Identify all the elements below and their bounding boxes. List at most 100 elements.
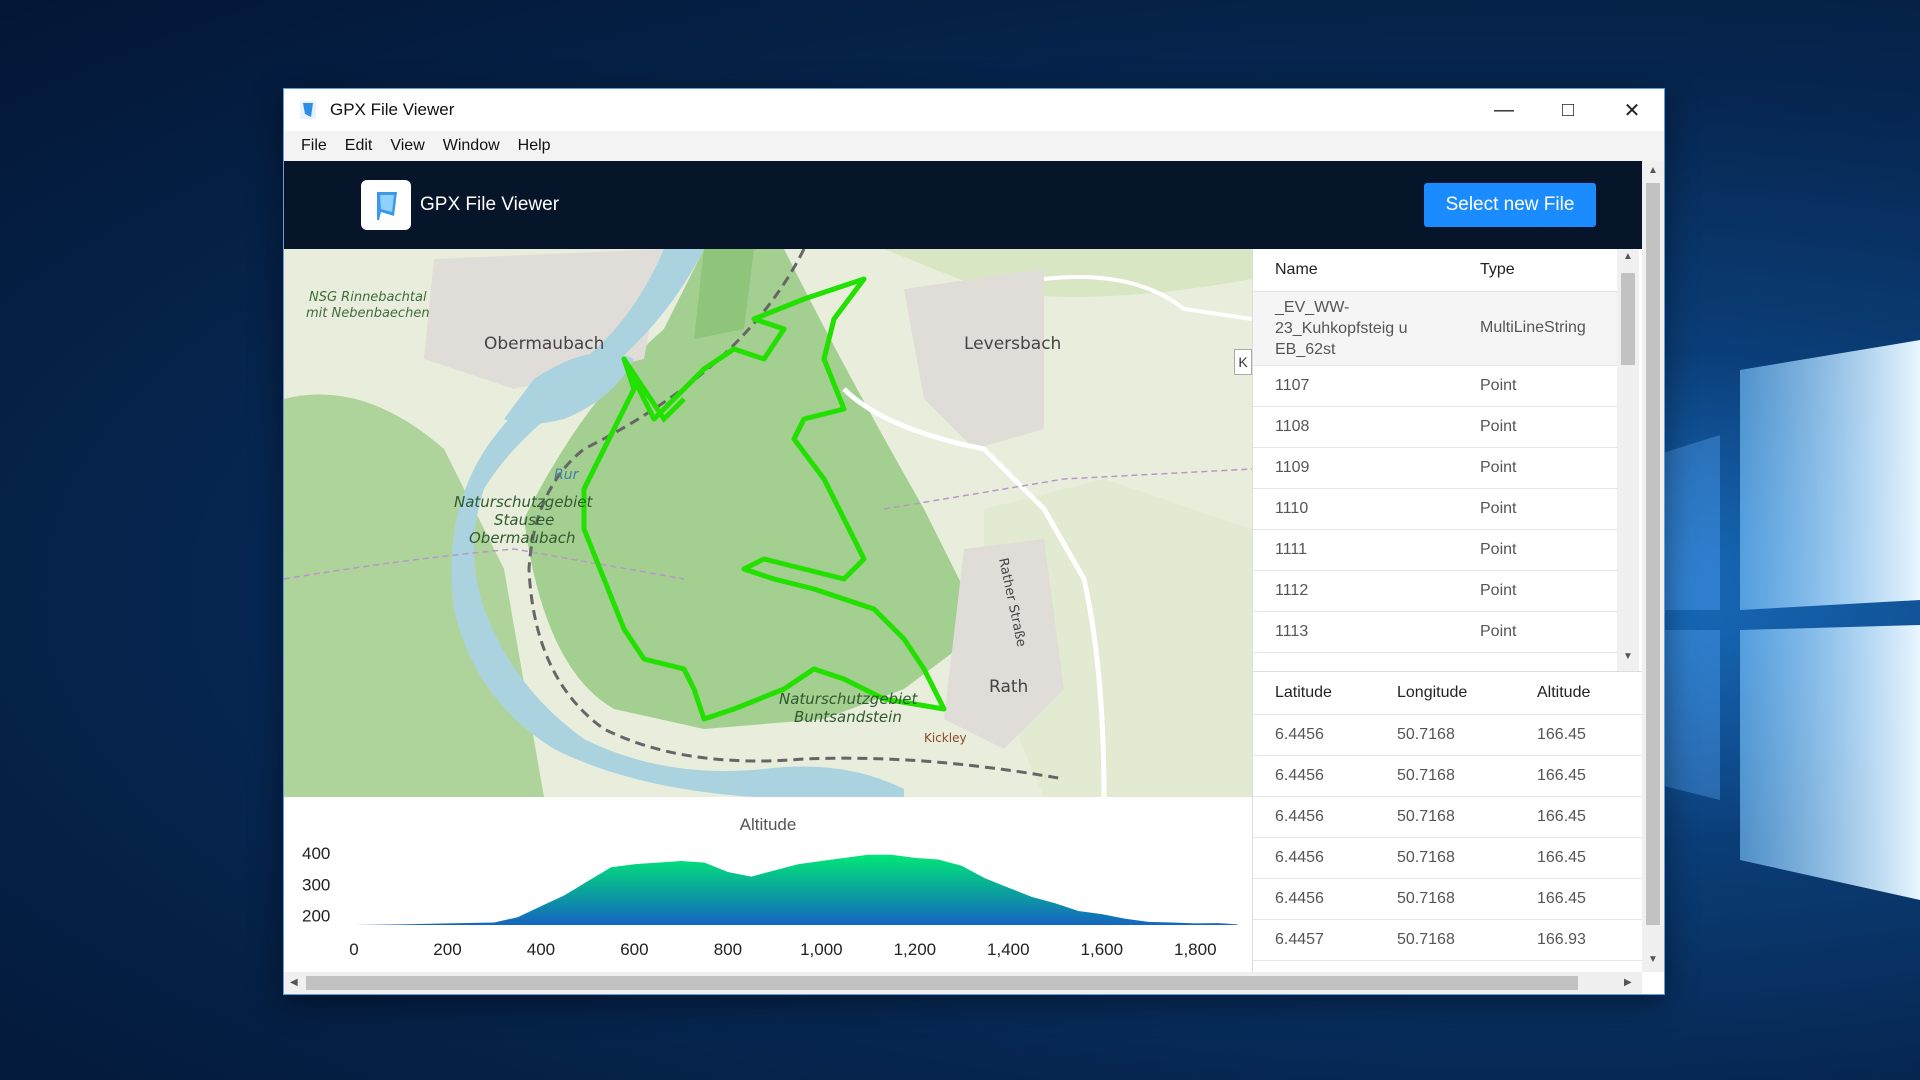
table-row[interactable]: 6.4456 50.7168 166.45 (1253, 837, 1643, 879)
track-type: Point (1458, 406, 1617, 448)
map-label-nsg-2: mit Nebenbaechen (306, 306, 430, 321)
col-latitude-header[interactable]: Latitude (1253, 672, 1375, 715)
table-row[interactable]: 1111 Point (1253, 529, 1617, 571)
map-label-stausee-3: Obermaubach (469, 529, 576, 547)
app-name: GPX File Viewer (420, 194, 560, 215)
map-label-obermaubach: Obermaubach (484, 334, 604, 354)
x-tick-label: 400 (527, 940, 555, 959)
table-row[interactable]: 1112 Point (1253, 570, 1617, 612)
table-row[interactable]: 6.4456 50.7168 166.45 (1253, 755, 1643, 797)
col-longitude-header[interactable]: Longitude (1375, 672, 1515, 715)
map-view[interactable]: NSG Rinnebachtal mit Nebenbaechen Oberma… (284, 249, 1252, 797)
cell-lon: 50.7168 (1375, 755, 1515, 797)
menu-window[interactable]: Window (442, 137, 500, 154)
chart-title: Altitude (739, 815, 797, 834)
table-row[interactable]: 6.4456 50.7168 166.45 (1253, 714, 1643, 756)
menu-file[interactable]: File (301, 137, 327, 154)
track-type: Point (1458, 365, 1617, 407)
minimize-button[interactable]: — (1494, 98, 1514, 121)
table-row[interactable]: 6.4457 50.7168 166.93 (1253, 919, 1643, 961)
y-tick-label: 300 (302, 875, 330, 894)
x-tick-label: 1,400 (987, 940, 1030, 959)
cell-alt: 166.45 (1515, 714, 1643, 756)
table-row[interactable]: 1108 Point (1253, 406, 1617, 448)
cell-lat: 6.4456 (1253, 714, 1375, 756)
windows-logo-icon (1640, 340, 1920, 900)
cell-lon: 50.7168 (1375, 919, 1515, 961)
table-row[interactable]: 1113 Point (1253, 611, 1617, 653)
main-content: GPX File Viewer Select new File (284, 161, 1643, 972)
flag-icon (377, 192, 397, 220)
window-horizontal-scrollbar[interactable]: ◀ ▶ (284, 972, 1642, 994)
scroll-left-icon[interactable]: ◀ (290, 977, 298, 988)
tracks-scroll-thumb[interactable] (1621, 273, 1635, 365)
track-type: Point (1458, 529, 1617, 571)
select-new-file-button[interactable]: Select new File (1424, 183, 1596, 227)
y-tick-label: 400 (302, 844, 330, 863)
table-row[interactable]: _EV_WW-23_Kuhkopfsteig u EB_62st MultiLi… (1253, 291, 1617, 366)
window-hscroll-thumb[interactable] (306, 976, 1578, 990)
app-icon (300, 101, 316, 119)
scroll-down-icon[interactable]: ▼ (1648, 954, 1658, 965)
scroll-right-icon[interactable]: ▶ (1624, 977, 1632, 988)
x-tick-label: 1,000 (800, 940, 843, 959)
map-tab-k[interactable]: K (1234, 349, 1252, 375)
map-label-buntsandstein-1: Naturschutzgebiet (779, 690, 918, 708)
menu-bar: File Edit View Window Help (284, 131, 1664, 161)
map-label-buntsandstein-2: Buntsandstein (794, 708, 902, 726)
track-type: MultiLineString (1458, 291, 1617, 366)
map-label-leversbach: Leversbach (964, 334, 1061, 354)
x-tick-label: 800 (714, 940, 742, 959)
app-header: GPX File Viewer Select new File (284, 161, 1642, 249)
menu-view[interactable]: View (390, 137, 425, 154)
window-vscroll-thumb[interactable] (1646, 183, 1660, 925)
track-name: 1109 (1253, 447, 1458, 489)
track-name: 1107 (1253, 365, 1458, 407)
cell-alt: 166.45 (1515, 755, 1643, 797)
tracks-scrollbar[interactable]: ▲ ▼ (1617, 249, 1639, 671)
track-type: Point (1458, 611, 1617, 653)
track-name: 1111 (1253, 529, 1458, 571)
col-type-header[interactable]: Type (1458, 249, 1617, 292)
x-tick-label: 1,200 (894, 940, 937, 959)
map-label-stausee-1: Naturschutzgebiet (454, 493, 593, 511)
title-bar: GPX File Viewer — □ ✕ (284, 89, 1664, 131)
map-canvas[interactable]: NSG Rinnebachtal mit Nebenbaechen Oberma… (284, 249, 1252, 797)
track-type: Point (1458, 447, 1617, 489)
map-label-kickley: Kickley (924, 731, 967, 745)
menu-help[interactable]: Help (517, 137, 551, 154)
altitude-chart-svg: 400 300 200 0 200 400 600 800 1,000 1,200 1,400 1,… (302, 844, 1238, 959)
track-name: 1112 (1253, 570, 1458, 612)
col-altitude-header[interactable]: Altitude (1515, 672, 1643, 715)
cell-lon: 50.7168 (1375, 878, 1515, 920)
menu-edit[interactable]: Edit (344, 137, 373, 154)
y-tick-label: 200 (302, 907, 330, 926)
close-button[interactable]: ✕ (1623, 99, 1641, 122)
table-row[interactable]: 6.4456 50.7168 166.45 (1253, 796, 1643, 838)
app-window: GPX File Viewer — □ ✕ File Edit View Win… (283, 88, 1665, 995)
window-vertical-scrollbar[interactable]: ▲ ▼ (1642, 161, 1664, 972)
maximize-button[interactable]: □ (1561, 98, 1575, 121)
track-name: 1108 (1253, 406, 1458, 448)
map-label-stausee-2: Stausee (494, 511, 554, 529)
table-row[interactable]: 6.4456 50.7168 166.45 (1253, 878, 1643, 920)
x-tick-label: 600 (620, 940, 648, 959)
cell-alt: 166.45 (1515, 796, 1643, 838)
x-tick-label: 1,600 (1081, 940, 1124, 959)
scroll-up-icon[interactable]: ▲ (1648, 165, 1658, 176)
scroll-up-icon[interactable]: ▲ (1623, 251, 1633, 262)
table-row[interactable]: 1109 Point (1253, 447, 1617, 489)
scroll-down-icon[interactable]: ▼ (1623, 651, 1633, 662)
col-name-header[interactable]: Name (1253, 249, 1458, 292)
cell-lon: 50.7168 (1375, 796, 1515, 838)
cell-alt: 166.93 (1515, 919, 1643, 961)
cell-lon: 50.7168 (1375, 714, 1515, 756)
x-tick-label: 0 (349, 940, 358, 959)
cell-lat: 6.4456 (1253, 837, 1375, 879)
map-label-rath: Rath (989, 677, 1028, 697)
track-type: Point (1458, 488, 1617, 530)
window-title: GPX File Viewer (330, 100, 455, 119)
table-row[interactable]: 1110 Point (1253, 488, 1617, 530)
table-row[interactable]: 1107 Point (1253, 365, 1617, 407)
tracks-table: Name Type _EV_WW-23_Kuhkopfsteig u EB_62… (1253, 249, 1617, 671)
